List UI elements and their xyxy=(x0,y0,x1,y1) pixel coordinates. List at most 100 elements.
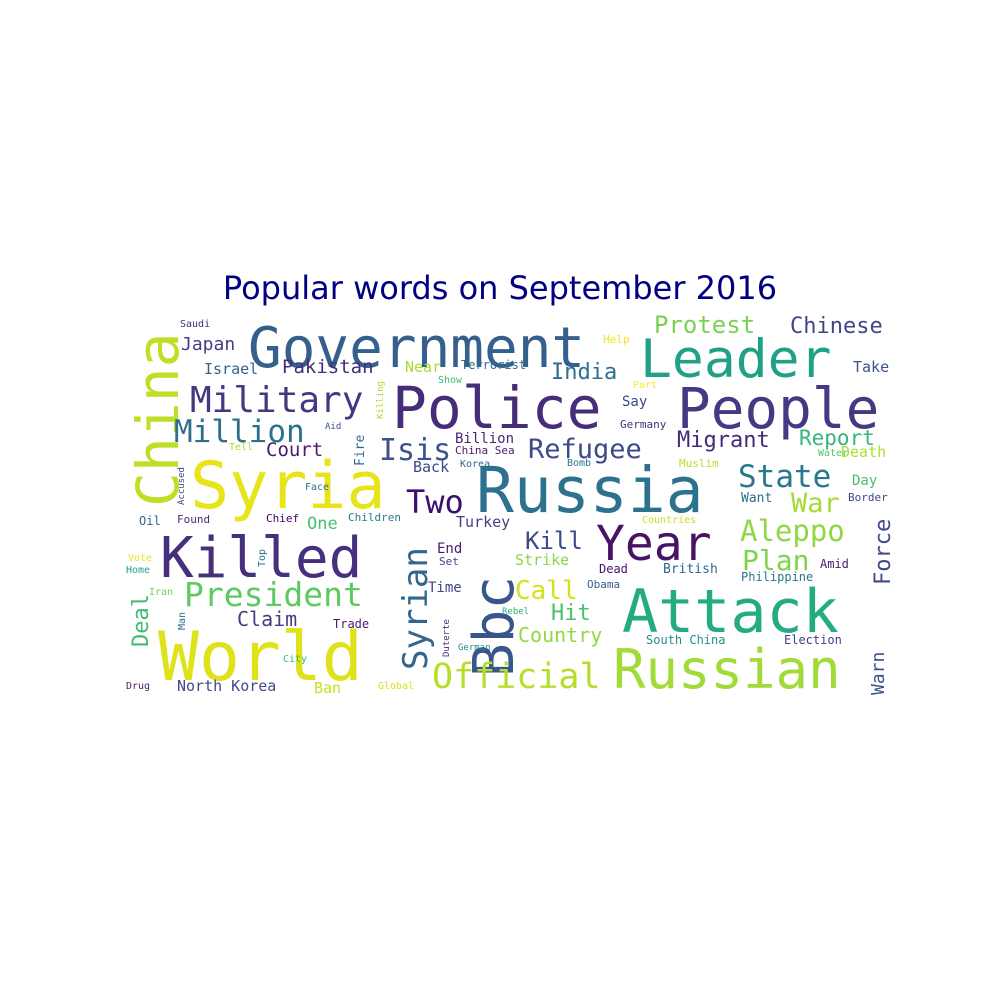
word-pakistan: Pakistan xyxy=(282,356,374,378)
word-billion: Billion xyxy=(455,431,514,447)
word-say: Say xyxy=(622,394,647,410)
word-russian: Russian xyxy=(613,638,841,701)
word-day: Day xyxy=(852,473,877,489)
word-turkey: Turkey xyxy=(456,513,510,531)
word-duterte: Duterte xyxy=(442,619,452,657)
word-japan: Japan xyxy=(181,334,235,355)
word-death: Death xyxy=(841,443,886,461)
word-bomb: Bomb xyxy=(567,458,591,469)
chart-title: Popular words on September 2016 xyxy=(222,269,778,307)
word-border: Border xyxy=(848,491,888,504)
word-world: World xyxy=(158,618,363,697)
word-city: City xyxy=(283,654,307,665)
word-india: India xyxy=(551,360,617,385)
word-election: Election xyxy=(784,633,842,647)
word-fire: Fire xyxy=(353,435,368,466)
word-bbc: Bbc xyxy=(462,576,527,677)
word-police: Police xyxy=(392,374,602,442)
word-vote: Vote xyxy=(128,553,152,564)
word-force: Force xyxy=(871,519,896,585)
word-russia: Russia xyxy=(476,454,704,527)
word-trade: Trade xyxy=(333,617,369,631)
word-chief: Chief xyxy=(266,512,299,525)
word-state: State xyxy=(738,459,831,495)
word-german: German xyxy=(458,643,491,653)
word-ban: Ban xyxy=(314,679,341,697)
word-south-china: South China xyxy=(646,633,725,647)
word-north-korea: North Korea xyxy=(177,677,276,695)
word-one: One xyxy=(307,514,338,534)
word-migrant: Migrant xyxy=(677,428,770,453)
word-plan: Plan xyxy=(742,544,809,577)
word-man: Man xyxy=(177,612,188,630)
word-strike: Strike xyxy=(515,551,569,569)
word-refugee: Refugee xyxy=(528,434,642,465)
word-aid: Aid xyxy=(325,422,341,432)
word-tell: Tell xyxy=(229,442,253,453)
word-million: Million xyxy=(174,414,305,450)
word-official: Official xyxy=(432,657,601,697)
word-drug: Drug xyxy=(126,681,150,692)
word-global: Global xyxy=(378,681,414,692)
word-killing: Killing xyxy=(376,381,386,419)
word-syria: Syria xyxy=(190,449,386,524)
word-obama: Obama xyxy=(587,578,620,591)
word-muslim: Muslim xyxy=(679,457,719,470)
word-killed: Killed xyxy=(160,526,362,591)
word-two: Two xyxy=(406,483,464,521)
word-dead: Dead xyxy=(599,562,628,576)
word-germany: Germany xyxy=(620,418,667,431)
word-home: Home xyxy=(126,565,150,576)
word-china-sea: China Sea xyxy=(455,444,515,457)
word-year: Year xyxy=(596,516,712,572)
word-hit: Hit xyxy=(551,601,591,626)
word-take: Take xyxy=(853,358,889,376)
word-found: Found xyxy=(177,513,210,526)
word-iran: Iran xyxy=(149,587,173,598)
word-saudi: Saudi xyxy=(180,319,210,330)
word-help: Help xyxy=(603,333,630,346)
word-report: Report xyxy=(799,426,875,450)
word-government: Government xyxy=(248,316,585,381)
word-back: Back xyxy=(413,458,449,476)
word-set: Set xyxy=(439,555,459,568)
word-israel: Israel xyxy=(204,360,258,378)
word-face: Face xyxy=(305,482,329,493)
word-near: Near xyxy=(405,358,441,376)
word-philippine: Philippine xyxy=(741,570,813,584)
word-president: President xyxy=(184,575,363,614)
word-leader: Leader xyxy=(640,329,831,390)
word-rebel: Rebel xyxy=(502,607,529,617)
word-water: Water xyxy=(818,448,848,459)
word-accused: Accused xyxy=(177,467,187,505)
word-chinese: Chinese xyxy=(790,314,883,339)
word-military: Military xyxy=(190,380,363,421)
word-korea: Korea xyxy=(460,459,490,470)
word-british: British xyxy=(663,562,718,577)
word-part: Part xyxy=(633,380,657,391)
word-war: War xyxy=(791,488,840,519)
word-call: Call xyxy=(515,576,578,606)
word-claim: Claim xyxy=(237,607,297,631)
word-protest: Protest xyxy=(654,311,755,339)
word-terrorist: Terrorist xyxy=(461,358,526,372)
word-countries: Countries xyxy=(642,515,696,526)
word-warn: Warn xyxy=(868,652,889,695)
word-syrian: Syrian xyxy=(396,547,436,670)
word-attack: Attack xyxy=(622,577,839,647)
word-end: End xyxy=(437,541,462,557)
word-court: Court xyxy=(266,439,323,461)
word-top: Top xyxy=(257,549,268,567)
word-time: Time xyxy=(428,580,462,596)
word-oil: Oil xyxy=(139,514,161,528)
word-kill: Kill xyxy=(525,527,583,555)
word-people: People xyxy=(677,377,879,442)
word-children: Children xyxy=(348,511,401,524)
word-deal: Deal xyxy=(129,594,154,647)
word-isis: Isis xyxy=(379,433,451,468)
word-amid: Amid xyxy=(820,557,849,571)
word-want: Want xyxy=(741,491,772,506)
word-show: Show xyxy=(438,375,463,386)
